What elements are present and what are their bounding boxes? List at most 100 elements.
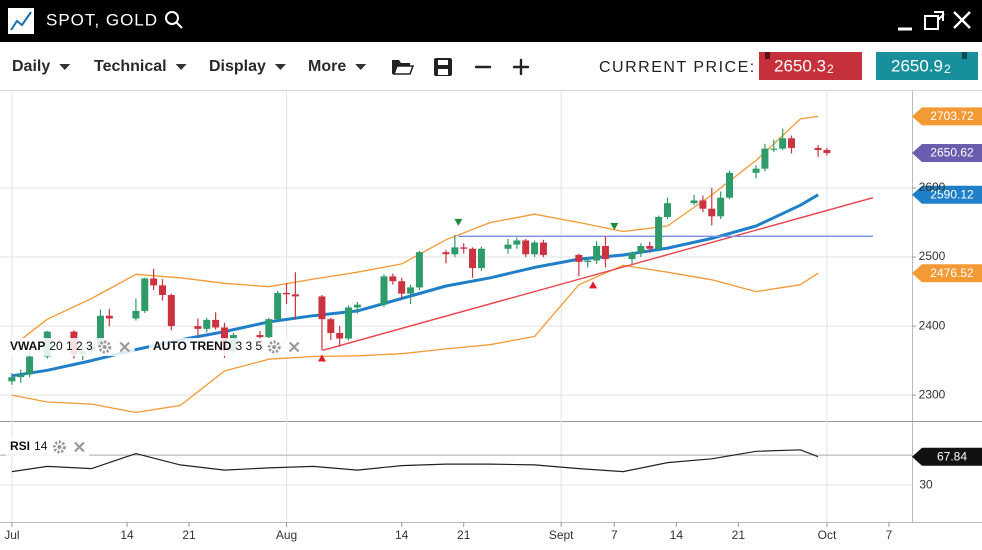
candle-body xyxy=(539,242,547,255)
menu-button[interactable]: More xyxy=(308,58,346,75)
candle-body xyxy=(779,138,787,149)
price-tag-label: 67.84 xyxy=(937,449,967,463)
candle-body xyxy=(655,216,663,249)
candle-body xyxy=(761,148,769,169)
indicator-settings[interactable] xyxy=(267,340,281,354)
candle-body xyxy=(451,247,459,255)
candle-body xyxy=(105,315,113,319)
indicator-label-bg xyxy=(6,438,90,456)
candle-body xyxy=(389,276,397,282)
indicator-remove[interactable] xyxy=(288,341,300,353)
gear-icon[interactable] xyxy=(52,440,66,454)
candle-body xyxy=(575,254,583,262)
ask-price-pip: 2 xyxy=(944,62,951,76)
candle-body xyxy=(283,292,291,295)
candle-body xyxy=(752,168,760,173)
gear-hub[interactable] xyxy=(102,345,107,349)
app-logo xyxy=(8,8,34,34)
menu-arrow[interactable] xyxy=(175,64,187,70)
candle-body xyxy=(141,278,149,311)
signal-marker xyxy=(454,218,463,226)
price-tag-label: 2703.72 xyxy=(930,109,974,123)
indicator-remove[interactable] xyxy=(74,441,85,453)
y-tick-label: 2300 xyxy=(919,387,946,401)
menu-button[interactable]: Display xyxy=(209,58,266,75)
candle-body xyxy=(380,276,388,305)
y-tick-label: 2600 xyxy=(919,180,946,194)
zoom-in-button[interactable] xyxy=(512,58,530,76)
candle-body xyxy=(212,319,220,328)
y-tick-label: 2500 xyxy=(919,249,946,263)
save-button[interactable] xyxy=(434,58,452,76)
remove-icon[interactable] xyxy=(74,441,85,453)
indicator-name: VWAP xyxy=(10,339,45,353)
candle-body xyxy=(274,292,282,320)
remove-icon[interactable] xyxy=(119,341,130,353)
indicator-line xyxy=(11,193,819,378)
candle-body xyxy=(522,240,530,255)
candle-body xyxy=(628,252,636,260)
price-tag xyxy=(912,447,982,466)
candle-body xyxy=(353,304,361,308)
candle-body xyxy=(415,252,423,288)
menu-arrow[interactable] xyxy=(355,64,367,70)
gear-hub[interactable] xyxy=(57,445,62,449)
menu-arrow[interactable] xyxy=(274,64,286,70)
candle-body xyxy=(345,307,353,339)
candle-body xyxy=(442,252,450,255)
ask-price: 2650.9 xyxy=(891,56,943,75)
rsi-line xyxy=(11,449,819,473)
close-button[interactable] xyxy=(953,11,971,29)
bid-price-box[interactable] xyxy=(759,52,862,80)
price-tag xyxy=(912,107,982,126)
candle-body xyxy=(398,281,406,294)
gear-icon[interactable] xyxy=(98,340,112,354)
signal-marker xyxy=(610,222,619,230)
ask-price-box[interactable] xyxy=(876,52,978,80)
candle-body xyxy=(407,287,415,294)
indicator-line xyxy=(11,115,819,348)
y-tick-label: 2400 xyxy=(919,318,946,332)
candle-body xyxy=(601,245,609,260)
x-tick-label: Aug xyxy=(276,528,297,542)
gear-icon[interactable] xyxy=(267,340,281,354)
x-tick-label: Sept xyxy=(549,528,574,542)
candle-body xyxy=(584,260,592,262)
candle-body xyxy=(17,374,25,378)
candle-body xyxy=(477,248,485,269)
bid-price: 2650.3 xyxy=(774,56,826,75)
candle-body xyxy=(531,242,539,255)
signal-marker xyxy=(317,354,326,362)
candle-body xyxy=(460,247,468,249)
popout-button[interactable] xyxy=(924,11,945,30)
indicator-settings[interactable] xyxy=(98,340,112,354)
open-button[interactable] xyxy=(392,60,415,75)
candle-body xyxy=(646,245,654,249)
x-tick-label: Oct xyxy=(818,528,837,542)
price-tag xyxy=(912,185,982,204)
gear-hub[interactable] xyxy=(272,345,277,349)
candle-body xyxy=(504,244,512,249)
candle-body xyxy=(150,278,158,286)
candle-body xyxy=(194,326,202,329)
grid xyxy=(0,92,916,527)
indicator-line xyxy=(11,264,819,414)
x-tick-label: 21 xyxy=(732,528,746,542)
x-tick-label: 14 xyxy=(120,528,134,542)
candle-body xyxy=(318,296,326,320)
menu-arrow[interactable] xyxy=(59,64,71,70)
candle-body xyxy=(256,335,264,338)
remove-icon[interactable] xyxy=(288,341,300,353)
indicator-remove[interactable] xyxy=(119,341,130,353)
signal-marker xyxy=(589,281,598,289)
search-button[interactable] xyxy=(165,11,183,29)
candle-body xyxy=(593,245,601,261)
menu-button[interactable]: Daily xyxy=(12,58,50,75)
current-price-label: CURRENT PRICE: xyxy=(599,59,756,76)
menu-button[interactable]: Technical xyxy=(94,58,167,75)
x-tick-label: 7 xyxy=(886,528,893,542)
candle-body xyxy=(770,148,778,150)
indicator-label-bg xyxy=(149,338,305,356)
indicator-settings[interactable] xyxy=(52,440,66,454)
